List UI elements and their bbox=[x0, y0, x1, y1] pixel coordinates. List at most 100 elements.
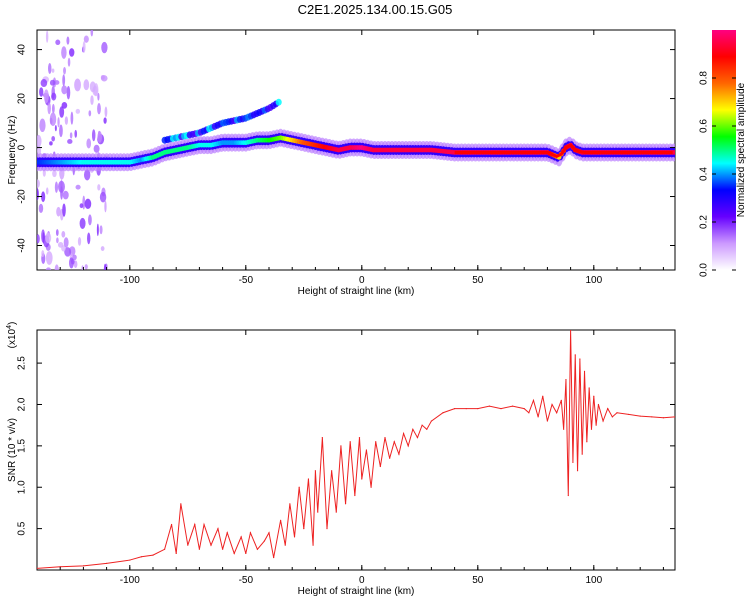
snr-data-point bbox=[370, 486, 372, 488]
snr-data-point bbox=[570, 330, 572, 331]
snr-data-point bbox=[567, 494, 569, 497]
spectrogram-speckle bbox=[79, 217, 86, 229]
snr-data-point bbox=[593, 395, 595, 397]
spectrogram-speckle bbox=[66, 86, 71, 100]
colorbar-gradient bbox=[712, 30, 736, 270]
snr-data-point bbox=[412, 428, 414, 430]
snr-data-point bbox=[674, 416, 675, 418]
snr-data-point bbox=[82, 565, 84, 567]
snr-y-tick-label: 0.5 bbox=[17, 521, 28, 535]
snr-data-point bbox=[542, 395, 544, 397]
snr-data-point bbox=[340, 445, 342, 447]
spectrogram-x-tick-label: 50 bbox=[472, 275, 484, 286]
snr-data-point bbox=[532, 399, 535, 401]
spectrogram-speckle bbox=[61, 231, 66, 238]
snr-data-point bbox=[500, 408, 502, 410]
spectrogram-speckle bbox=[96, 223, 99, 237]
spectrogram-y-tick-label: 20 bbox=[17, 93, 28, 105]
snr-data-point bbox=[59, 566, 61, 568]
spectrogram-speckle bbox=[43, 89, 49, 104]
spectrogram-speckle bbox=[59, 106, 65, 118]
snr-data-point bbox=[611, 416, 613, 418]
snr-data-point bbox=[284, 544, 286, 546]
spectrogram-speckle bbox=[49, 117, 53, 125]
snr-data-point bbox=[581, 453, 583, 455]
spectrogram-speckle bbox=[61, 46, 67, 59]
snr-data-point bbox=[198, 548, 200, 550]
snr-data-point bbox=[349, 441, 351, 443]
snr-x-tick-label: -50 bbox=[239, 575, 254, 586]
snr-data-point bbox=[210, 544, 212, 546]
snr-data-point bbox=[389, 457, 391, 459]
snr-data-point bbox=[576, 470, 579, 472]
spectrogram-speckle bbox=[54, 125, 57, 132]
spectrogram-x-tick-label: 0 bbox=[359, 275, 365, 286]
spectrogram-speckle bbox=[61, 85, 68, 95]
spectrogram-speckle bbox=[45, 267, 52, 270]
snr-data-point bbox=[574, 354, 576, 356]
spectrogram-speckle bbox=[45, 232, 52, 244]
snr-x-tick-label: 50 bbox=[472, 575, 484, 586]
spectrogram-speckle bbox=[63, 67, 66, 75]
spectrogram-x-axis-label: Height of straight line (km) bbox=[298, 286, 415, 297]
snr-x-tick-label: -100 bbox=[120, 575, 140, 586]
snr-data-point bbox=[354, 494, 356, 497]
spectrogram-speckle bbox=[79, 203, 84, 209]
snr-data-point bbox=[590, 428, 593, 430]
spectrogram-speckle bbox=[91, 129, 96, 142]
snr-data-point bbox=[233, 552, 235, 555]
spectrogram-speckle bbox=[45, 187, 49, 195]
snr-data-point bbox=[511, 405, 514, 407]
spectrogram-speckle bbox=[57, 117, 60, 128]
snr-data-point bbox=[662, 417, 665, 419]
spectrogram-speckle bbox=[67, 138, 73, 144]
snr-data-point bbox=[393, 441, 395, 443]
spectrogram-speckle bbox=[89, 81, 96, 93]
spectrogram-speckle bbox=[39, 87, 44, 97]
snr-y-tick-label: 2.0 bbox=[17, 397, 28, 411]
spectrogram-speckle bbox=[69, 132, 73, 139]
snr-data-point bbox=[639, 415, 641, 417]
spectrogram-speckle bbox=[104, 106, 108, 118]
snr-data-point bbox=[293, 536, 296, 538]
spectrogram-speckle bbox=[38, 203, 44, 214]
spectrogram-speckle bbox=[51, 135, 56, 142]
snr-data-point bbox=[289, 503, 291, 505]
snr-panel: -100 -50 0 50 100 0.5 1.0 1.5 2.0 2.5 Height of s… bbox=[6, 322, 676, 597]
spectrogram-speckle bbox=[54, 181, 58, 193]
spectrogram-speckle bbox=[97, 92, 100, 101]
spectrogram-speckle bbox=[39, 118, 46, 133]
snr-data-point bbox=[595, 424, 597, 426]
spectrogram-speckle bbox=[100, 246, 105, 251]
spectrogram-speckle bbox=[62, 74, 66, 87]
spectrogram-speckle bbox=[41, 191, 46, 203]
snr-data-point bbox=[442, 412, 444, 414]
snr-data-point bbox=[194, 523, 196, 526]
spectrogram-speckle bbox=[49, 79, 56, 86]
spectrogram-speckle bbox=[88, 110, 92, 117]
snr-data-point bbox=[256, 548, 258, 550]
snr-data-point bbox=[303, 528, 305, 530]
snr-data-point bbox=[164, 548, 166, 550]
snr-data-point bbox=[602, 420, 604, 422]
spectrogram-speckle bbox=[69, 48, 75, 57]
spectrogram-speckle bbox=[97, 103, 101, 115]
snr-data-point bbox=[563, 428, 565, 430]
spectrogram-speckle bbox=[55, 229, 59, 237]
spectrogram-speckle bbox=[90, 30, 94, 37]
snr-data-point bbox=[560, 399, 562, 401]
snr-data-point bbox=[331, 470, 333, 472]
snr-data-point bbox=[317, 511, 319, 513]
snr-data-point bbox=[268, 532, 270, 534]
snr-data-point bbox=[280, 519, 282, 521]
spectrogram-speckle bbox=[58, 180, 65, 193]
spectrogram-speckle bbox=[97, 131, 103, 143]
spectrogram-speckle bbox=[93, 144, 100, 153]
spectrogram-y-tick-label: -20 bbox=[17, 189, 28, 204]
snr-data-point bbox=[588, 387, 590, 389]
snr-data-point bbox=[488, 405, 490, 407]
spectrogram-x-tick-label: -50 bbox=[239, 275, 254, 286]
snr-y-tick-label: 1.0 bbox=[17, 480, 28, 494]
snr-data-point bbox=[37, 567, 38, 569]
snr-data-point bbox=[326, 528, 328, 530]
